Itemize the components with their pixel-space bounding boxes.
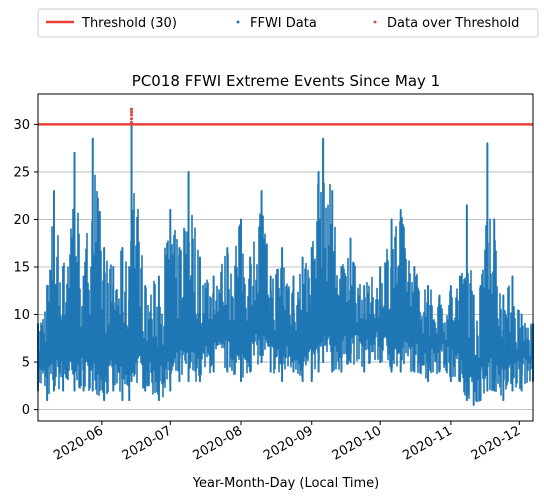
over-threshold-point <box>129 113 134 117</box>
y-axis: 0 5 10 15 20 25 30 <box>13 118 38 418</box>
y-tick-label: 25 <box>13 165 30 180</box>
y-tick-label: 10 <box>13 308 30 323</box>
y-tick-label: 20 <box>13 213 30 228</box>
over-threshold-point <box>129 110 134 114</box>
x-tick-label: 2020-08 <box>190 423 245 463</box>
legend-threshold-label: Threshold (30) <box>81 16 177 31</box>
x-tick-label: 2020-10 <box>330 423 385 463</box>
y-tick-label: 5 <box>22 356 30 371</box>
y-tick-label: 0 <box>22 403 30 418</box>
legend-over-threshold-label: Data over Threshold <box>387 16 519 31</box>
x-tick-label: 2020-11 <box>400 423 455 463</box>
x-tick-label: 2020-12 <box>469 423 524 463</box>
legend-frame <box>37 8 539 38</box>
chart-title: PC018 FFWI Extreme Events Since May 1 <box>132 72 440 90</box>
y-tick-label: 15 <box>13 261 30 276</box>
plot-frame <box>37 93 534 422</box>
over-threshold-point <box>129 117 134 121</box>
over-threshold-point <box>129 107 134 111</box>
legend-ffwi-label: FFWI Data <box>250 16 317 31</box>
x-tick-label: 2020-09 <box>261 423 316 463</box>
y-tick-label: 30 <box>13 118 30 133</box>
x-axis: 2020-06 2020-07 2020-08 2020-09 2020-10 2020-… <box>51 421 523 464</box>
legend: Threshold (30) FFWI Data Data over Thres… <box>37 8 539 38</box>
legend-ffwi-swatch <box>236 20 240 24</box>
over-threshold-points <box>129 107 134 125</box>
ffwi-data-points <box>37 123 534 406</box>
x-tick-label: 2020-06 <box>51 423 106 463</box>
x-tick-label: 2020-07 <box>120 423 175 463</box>
legend-over-threshold-swatch <box>373 20 377 24</box>
x-axis-label: Year-Month-Day (Local Time) <box>192 476 379 491</box>
